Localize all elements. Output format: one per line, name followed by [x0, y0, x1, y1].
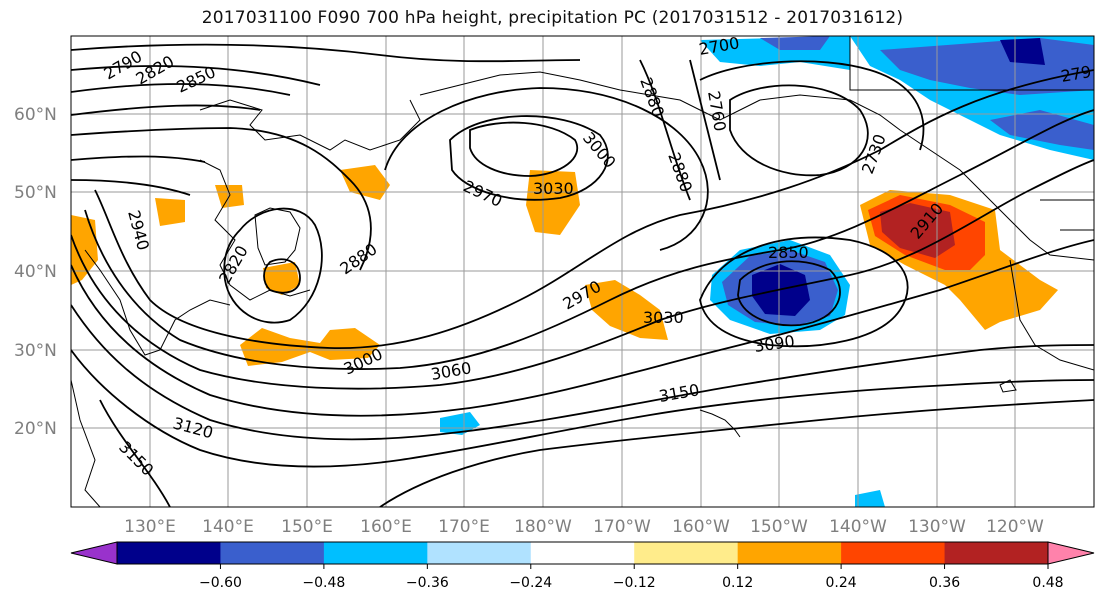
lon-label: 130°W [908, 517, 966, 537]
lon-label: 160°W [672, 517, 730, 537]
lat-label: 40°N [14, 262, 57, 282]
colorbar-segments [117, 542, 1049, 564]
colorbar-ticks: −0.60 −0.48 −0.36 −0.24 −0.12 0.12 0.24 0.36 0.4… [199, 564, 1064, 591]
colorbar-tick-label: 0.48 [1032, 575, 1063, 591]
colorbar-segment [427, 542, 532, 564]
lon-label: 140°W [829, 517, 887, 537]
colorbar-tick-label: 0.36 [929, 575, 960, 591]
colorbar-segment [323, 542, 428, 564]
lon-label: 140°E [202, 517, 254, 537]
lon-label: 150°W [750, 517, 808, 537]
colorbar-segment [530, 542, 635, 564]
lat-label: 60°N [14, 105, 57, 125]
colorbar: −0.60 −0.48 −0.36 −0.24 −0.12 0.12 0.24 0.36 0.4… [70, 541, 1095, 591]
colorbar-segment [634, 542, 739, 564]
contour-label: 3030 [643, 308, 684, 327]
colorbar-tick-label: −0.48 [302, 575, 345, 591]
lon-label: 120°W [986, 517, 1044, 537]
contour-label: 3030 [533, 179, 574, 198]
lon-label: 130°E [124, 517, 176, 537]
contour-label: 2850 [768, 243, 809, 262]
colorbar-tick-label: −0.24 [509, 575, 552, 591]
colorbar-tick-label: −0.36 [406, 575, 449, 591]
colorbar-tick-label: 0.12 [722, 575, 753, 591]
colorbar-segment [944, 542, 1049, 564]
contour-label: 2700 [697, 33, 740, 59]
map-title: 2017031100 F090 700 hPa height, precipit… [201, 8, 904, 28]
lon-label: 170°E [438, 517, 490, 537]
colorbar-tick-label: −0.60 [199, 575, 242, 591]
colorbar-tick-label: −0.12 [613, 575, 656, 591]
lon-label: 180°W [514, 517, 572, 537]
lon-label: 150°E [281, 517, 333, 537]
lat-label: 30°N [14, 341, 57, 361]
colorbar-segment [841, 542, 946, 564]
lat-label: 20°N [14, 419, 57, 439]
colorbar-segment [117, 542, 221, 564]
colorbar-extend-high [1047, 541, 1095, 565]
colorbar-segment [737, 542, 842, 564]
longitude-labels: 130°E 140°E 150°E 160°E 170°E 180°W 170°… [124, 517, 1044, 537]
graticule [71, 36, 1094, 507]
lat-label: 50°N [14, 183, 57, 203]
colorbar-extend-low [70, 541, 118, 565]
map-border [70, 35, 1095, 508]
height-contours [71, 43, 1094, 507]
latitude-labels: 60°N 50°N 40°N 30°N 20°N [14, 105, 57, 439]
colorbar-segment [220, 542, 325, 564]
precip-shading [71, 36, 1094, 507]
lon-label: 160°E [360, 517, 412, 537]
colorbar-tick-label: 0.24 [826, 575, 857, 591]
lon-label: 170°W [593, 517, 651, 537]
